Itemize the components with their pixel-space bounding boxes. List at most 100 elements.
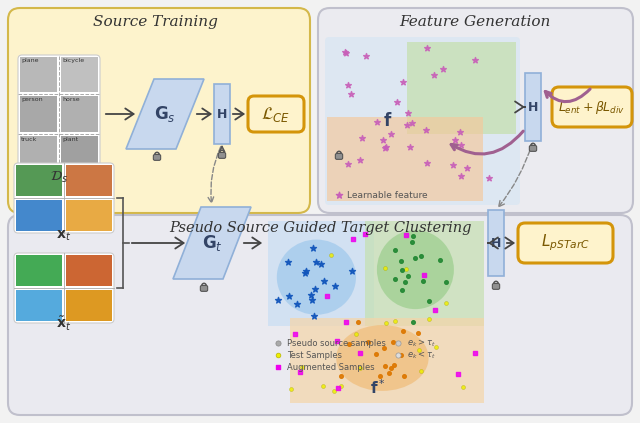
FancyBboxPatch shape xyxy=(8,215,632,415)
Point xyxy=(340,49,350,56)
Point xyxy=(322,292,332,299)
Text: person: person xyxy=(21,97,43,102)
Bar xyxy=(20,96,57,132)
Text: Source Training: Source Training xyxy=(93,15,218,29)
Point xyxy=(419,272,429,278)
Point xyxy=(306,292,316,299)
Point xyxy=(308,312,319,319)
Point xyxy=(424,297,434,304)
Text: $\mathbf{f}^*$: $\mathbf{f}^*$ xyxy=(370,378,386,397)
Text: Augmented Samples: Augmented Samples xyxy=(287,363,374,371)
Text: bicycle: bicycle xyxy=(62,58,84,63)
Bar xyxy=(16,165,62,196)
Point xyxy=(429,71,439,78)
Point xyxy=(422,159,433,166)
Point xyxy=(441,299,451,306)
Point xyxy=(402,121,412,128)
Text: $\mathbf{f}$: $\mathbf{f}$ xyxy=(383,112,392,130)
FancyBboxPatch shape xyxy=(14,253,114,323)
Point xyxy=(413,330,424,336)
Point xyxy=(341,319,351,326)
Point xyxy=(283,258,293,265)
Point xyxy=(398,79,408,86)
Point xyxy=(307,297,317,304)
Point xyxy=(351,331,361,338)
Point xyxy=(398,328,408,335)
Point xyxy=(435,257,445,264)
FancyBboxPatch shape xyxy=(200,286,207,291)
Text: $e_k > \tau_t$: $e_k > \tau_t$ xyxy=(407,337,436,349)
Point xyxy=(311,258,321,265)
Point xyxy=(273,297,283,303)
Text: Pseudo Source Guided Target Clustering: Pseudo Source Guided Target Clustering xyxy=(169,221,471,235)
Point xyxy=(408,233,418,239)
Point xyxy=(450,137,460,143)
Text: plane: plane xyxy=(21,58,38,63)
Point xyxy=(300,270,310,277)
Text: $\mathbf{x}_t$: $\mathbf{x}_t$ xyxy=(56,229,72,243)
Point xyxy=(380,363,390,370)
Point xyxy=(378,137,388,144)
Point xyxy=(360,231,371,237)
Point xyxy=(396,352,406,358)
Point xyxy=(290,330,300,337)
FancyBboxPatch shape xyxy=(14,163,114,233)
Point xyxy=(406,120,417,126)
Point xyxy=(414,346,424,353)
Point xyxy=(353,319,363,326)
Point xyxy=(330,283,340,290)
Point xyxy=(421,126,431,133)
Point xyxy=(390,317,400,324)
Text: $e_k < \tau_t$: $e_k < \tau_t$ xyxy=(407,349,436,361)
Text: $\mathbf{H}$: $\mathbf{H}$ xyxy=(527,101,539,113)
Point xyxy=(456,142,467,148)
Bar xyxy=(214,84,230,144)
Point xyxy=(319,278,329,285)
Point xyxy=(455,129,465,136)
Point xyxy=(355,349,365,356)
FancyBboxPatch shape xyxy=(552,87,632,127)
Point xyxy=(403,273,413,280)
Point xyxy=(396,258,406,265)
Point xyxy=(416,368,426,374)
Point xyxy=(383,370,394,376)
FancyBboxPatch shape xyxy=(335,154,342,159)
Text: $\mathcal{L}_{CE}$: $\mathcal{L}_{CE}$ xyxy=(261,104,291,124)
Point xyxy=(297,363,307,370)
Point xyxy=(334,192,344,198)
Bar xyxy=(66,290,112,321)
Point xyxy=(273,340,283,346)
Text: $\mathcal{D}_s$: $\mathcal{D}_s$ xyxy=(50,170,68,185)
Polygon shape xyxy=(173,207,251,279)
Point xyxy=(399,373,410,380)
Bar xyxy=(488,210,504,276)
Point xyxy=(371,118,381,125)
Bar xyxy=(327,117,483,201)
FancyBboxPatch shape xyxy=(529,146,537,151)
Text: $L_{pSTarC}$: $L_{pSTarC}$ xyxy=(541,233,589,253)
Point xyxy=(355,156,365,163)
FancyBboxPatch shape xyxy=(8,8,310,213)
Point xyxy=(371,351,381,357)
Text: $\mathbf{G}_s$: $\mathbf{G}_s$ xyxy=(154,104,176,124)
Point xyxy=(316,261,326,268)
Point xyxy=(392,98,402,105)
Point xyxy=(408,319,418,326)
Point xyxy=(388,339,398,346)
Point xyxy=(343,82,353,88)
Point xyxy=(422,45,432,52)
Point xyxy=(294,369,305,376)
Point xyxy=(344,341,355,348)
Point xyxy=(403,110,413,116)
Point xyxy=(441,279,451,286)
Point xyxy=(380,264,390,271)
Bar xyxy=(16,290,62,321)
Point xyxy=(470,56,480,63)
FancyBboxPatch shape xyxy=(248,96,304,132)
Point xyxy=(346,91,356,97)
FancyBboxPatch shape xyxy=(218,152,226,158)
Bar xyxy=(66,165,112,196)
Bar xyxy=(290,319,484,403)
Point xyxy=(462,165,472,172)
Bar xyxy=(20,57,57,92)
